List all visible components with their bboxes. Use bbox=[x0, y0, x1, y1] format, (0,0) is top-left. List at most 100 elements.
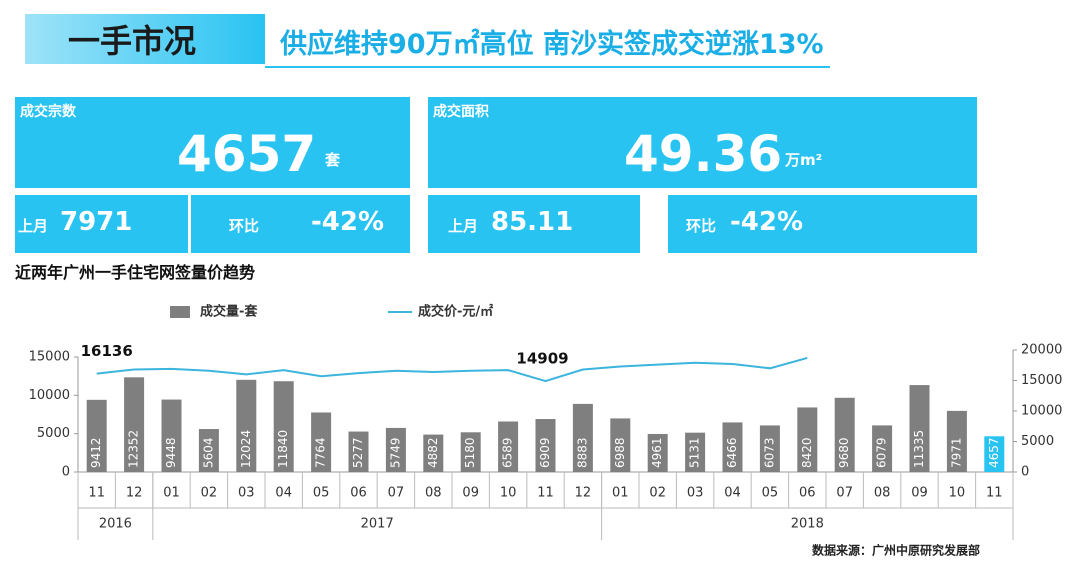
bar bbox=[124, 377, 145, 472]
bar-value-label: 6589 bbox=[501, 437, 515, 468]
y2-tick-label: 10000 bbox=[1021, 404, 1062, 419]
group-label: 2018 bbox=[791, 517, 824, 532]
kpi-box: 环比 -42% bbox=[191, 195, 410, 253]
bar-value-label: 8420 bbox=[800, 437, 814, 468]
bar-value-label: 7971 bbox=[949, 437, 963, 468]
y2-tick-label: 5000 bbox=[1021, 434, 1054, 449]
bar-value-label: 5131 bbox=[688, 437, 702, 468]
underline bbox=[265, 66, 830, 68]
bar-value-label: 5180 bbox=[463, 437, 477, 468]
x-tick-label: 01 bbox=[163, 486, 180, 501]
bar bbox=[460, 432, 481, 472]
bar bbox=[909, 385, 930, 472]
kpi-value: -42% bbox=[311, 207, 385, 237]
kpi-value: 85.11 bbox=[491, 207, 574, 237]
line-annotation: 16136 bbox=[81, 342, 133, 360]
kpi-label: 环比 bbox=[686, 217, 717, 235]
bar bbox=[498, 421, 519, 472]
kpi-box: 成交宗数 4657 套 bbox=[15, 97, 410, 188]
kpi-box: 上月 85.11 bbox=[428, 195, 640, 253]
group-label: 2017 bbox=[361, 517, 394, 532]
x-tick-label: 02 bbox=[201, 486, 218, 501]
x-tick-label: 05 bbox=[762, 486, 779, 501]
y-tick-label: 5000 bbox=[37, 426, 70, 441]
group-label: 2016 bbox=[99, 517, 132, 532]
bar-value-label: 6079 bbox=[875, 437, 889, 468]
bar bbox=[348, 431, 369, 472]
bar-value-label: 11840 bbox=[276, 430, 290, 468]
bar-value-label: 6988 bbox=[613, 437, 627, 468]
bar bbox=[946, 410, 967, 472]
line-annotation: 14909 bbox=[516, 350, 568, 368]
bar-value-label: 6073 bbox=[762, 437, 776, 468]
bar bbox=[834, 397, 855, 472]
bar-value-label: 5604 bbox=[201, 437, 215, 468]
x-tick-label: 11 bbox=[88, 486, 105, 501]
bar-value-label: 12352 bbox=[127, 430, 141, 468]
bar-value-label: 6466 bbox=[725, 437, 739, 468]
bar-value-label: 4961 bbox=[650, 437, 664, 468]
x-tick-label: 11 bbox=[537, 486, 554, 501]
kpi-box: 环比 -42% bbox=[668, 195, 977, 253]
x-tick-label: 07 bbox=[388, 486, 405, 501]
section-badge bbox=[25, 14, 265, 64]
kpi-label: 上月 bbox=[448, 217, 479, 235]
legend-label: 成交价-元/㎡ bbox=[418, 304, 493, 320]
kpi-label: 环比 bbox=[229, 217, 260, 235]
bar bbox=[610, 418, 631, 472]
legend-swatch bbox=[170, 306, 190, 318]
line bbox=[96, 356, 808, 383]
bar bbox=[423, 434, 444, 472]
kpi-box: 上月 7971 bbox=[15, 195, 188, 253]
bar-value-label: 12024 bbox=[239, 430, 253, 468]
bar bbox=[797, 407, 818, 472]
bar-value-label: 11335 bbox=[912, 430, 926, 468]
legend-label: 成交量-套 bbox=[200, 304, 258, 320]
x-tick-label: 06 bbox=[799, 486, 816, 501]
x-tick-label: 06 bbox=[350, 486, 367, 501]
bar bbox=[872, 425, 893, 472]
bar-value-label: 5749 bbox=[388, 437, 402, 468]
y2-tick-label: 20000 bbox=[1021, 343, 1062, 358]
x-tick-label: 09 bbox=[911, 486, 928, 501]
bar bbox=[984, 436, 1005, 472]
y2-tick-label: 0 bbox=[1021, 465, 1029, 480]
bar bbox=[535, 419, 556, 472]
x-tick-label: 05 bbox=[313, 486, 330, 501]
kpi-unit: 套 bbox=[325, 151, 341, 169]
bar bbox=[759, 425, 780, 472]
x-tick-label: 11 bbox=[986, 486, 1003, 501]
x-tick-label: 10 bbox=[949, 486, 966, 501]
x-tick-label: 03 bbox=[687, 486, 704, 501]
section-title: 一手市况 bbox=[68, 22, 197, 60]
bar bbox=[86, 399, 107, 472]
bar-value-label: 5277 bbox=[351, 437, 365, 468]
bar-value-label: 6909 bbox=[538, 437, 552, 468]
bar-value-label: 4657 bbox=[987, 437, 1001, 468]
bar-value-label: 9448 bbox=[164, 437, 178, 468]
kpi-value: 4657 bbox=[177, 125, 317, 183]
bar bbox=[236, 379, 257, 472]
bar-value-label: 9680 bbox=[837, 437, 851, 468]
x-tick-label: 07 bbox=[836, 486, 853, 501]
y2-tick-label: 15000 bbox=[1021, 373, 1062, 388]
chart-title: 近两年广州一手住宅网签量价趋势 bbox=[15, 263, 256, 282]
bar bbox=[647, 433, 668, 472]
bar-value-label: 4882 bbox=[426, 437, 440, 468]
x-tick-label: 03 bbox=[238, 486, 255, 501]
x-tick-label: 02 bbox=[649, 486, 666, 501]
x-tick-label: 04 bbox=[275, 486, 292, 501]
kpi-unit: 万m² bbox=[785, 151, 823, 169]
kpi-value: -42% bbox=[730, 207, 804, 237]
kpi-label: 上月 bbox=[18, 217, 49, 235]
y-tick-label: 10000 bbox=[29, 388, 70, 403]
x-tick-label: 09 bbox=[462, 486, 479, 501]
x-tick-label: 12 bbox=[575, 486, 592, 501]
bar-value-label: 7764 bbox=[314, 437, 328, 468]
bar bbox=[311, 412, 332, 472]
kpi-box: 成交面积 49.36 万m² bbox=[428, 97, 977, 188]
bar bbox=[385, 427, 406, 472]
bar-value-label: 8883 bbox=[575, 437, 589, 468]
